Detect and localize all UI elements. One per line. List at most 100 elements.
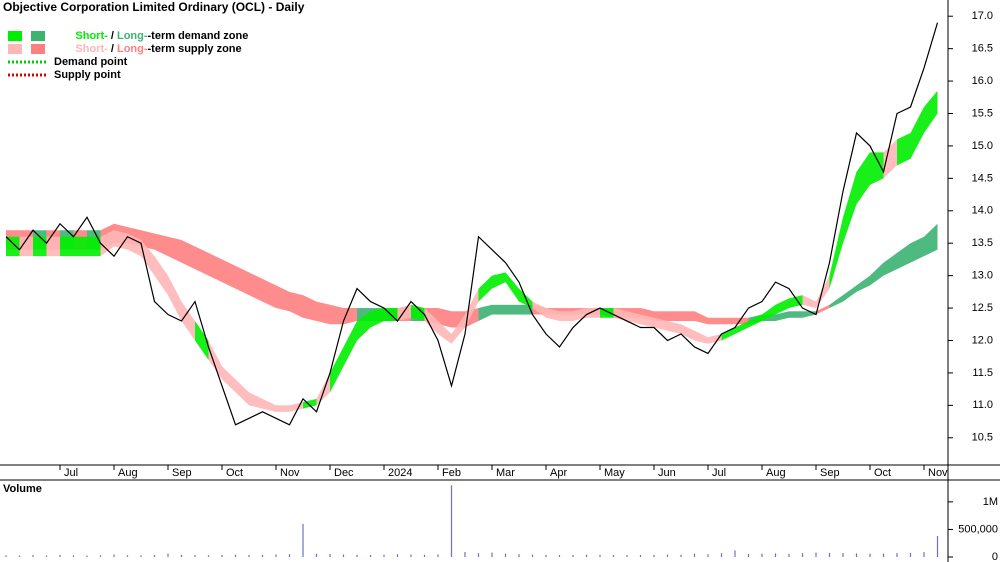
volume-bar <box>5 555 7 557</box>
volume-bar <box>666 554 669 557</box>
legend-part: Long- <box>117 43 148 55</box>
long-zone <box>924 223 938 257</box>
long-zone <box>168 236 182 263</box>
legend-label: Short- / Long--term supply zone <box>54 43 257 55</box>
long-zone <box>195 246 209 276</box>
legend: Short- / Long--term demand zone Short- /… <box>8 30 257 81</box>
short-zone <box>451 314 465 344</box>
volume-bar <box>126 555 129 557</box>
long-zone <box>222 259 236 289</box>
volume-bar <box>491 552 493 557</box>
short-zone <box>73 236 87 257</box>
volume-bar <box>869 553 871 557</box>
volume-bar <box>261 554 264 557</box>
y-tick-label: 13.0 <box>972 270 993 282</box>
volume-bar <box>923 552 925 557</box>
volume-bar <box>180 554 183 557</box>
volume-bar <box>342 554 345 557</box>
short-zone <box>654 317 668 331</box>
long-zone <box>883 252 897 276</box>
y-tick-label: 12.5 <box>972 302 993 314</box>
volume-bar <box>423 554 426 557</box>
short-zone <box>195 321 209 360</box>
volume-bar <box>572 554 574 557</box>
legend-part: Short- <box>75 43 108 55</box>
volume-bar <box>383 554 385 557</box>
y-tick-label: 16.5 <box>972 43 993 55</box>
short-zone <box>586 308 600 318</box>
volume-bar <box>936 536 939 557</box>
volume-bar <box>504 553 507 557</box>
volume-bar <box>882 553 885 557</box>
long-zone <box>897 243 911 270</box>
short-zone <box>789 295 803 309</box>
short-zone <box>276 405 290 412</box>
volume-bar <box>626 555 628 557</box>
short-zone <box>559 311 573 322</box>
volume-bar <box>32 555 34 557</box>
short-zone <box>208 340 222 380</box>
long-zone <box>478 304 492 322</box>
short-zone <box>370 308 384 328</box>
x-tick-label: Sep <box>172 467 192 479</box>
short-zone <box>357 311 371 341</box>
legend-label: Demand point <box>54 56 128 68</box>
short-zone <box>802 295 816 309</box>
long-zone <box>681 311 695 322</box>
volume-bar <box>612 555 615 557</box>
short-zone <box>708 333 722 344</box>
y-tick-label: 13.5 <box>972 237 993 249</box>
short-zone <box>127 233 141 257</box>
volume-bar <box>639 554 642 557</box>
x-tick-label: Oct <box>226 467 243 479</box>
y-tick-label: 14.0 <box>972 205 993 217</box>
short-zone <box>883 139 897 179</box>
x-tick-label: Jul <box>64 467 78 479</box>
long-zone <box>208 252 222 283</box>
volume-bar <box>248 555 250 557</box>
volume-bar <box>437 554 439 557</box>
x-tick-label: May <box>604 467 625 479</box>
volume-bar <box>855 553 858 557</box>
volume-bar <box>842 553 844 557</box>
short-zone <box>532 301 546 318</box>
volume-bar <box>59 554 61 557</box>
short-zone <box>168 275 182 322</box>
volume-bar <box>221 554 223 557</box>
long-zone <box>154 233 168 257</box>
short-zone <box>829 217 843 289</box>
short-zone <box>100 230 114 257</box>
long-zone <box>262 278 276 309</box>
y-tick-label: 16.0 <box>972 75 993 87</box>
y-tick-label: 0 <box>992 551 998 562</box>
short-zone <box>465 288 479 328</box>
long-zone <box>856 275 870 292</box>
volume-bar <box>356 554 358 557</box>
volume-bar <box>518 554 520 557</box>
y-tick-label: 500,000 <box>958 523 998 535</box>
volume-bar <box>734 550 736 557</box>
short-zone <box>681 324 695 341</box>
short-zone <box>478 275 492 302</box>
volume-bar <box>747 553 750 557</box>
volume-bar <box>707 554 709 557</box>
volume-bar <box>774 553 777 557</box>
short-zone <box>762 304 776 322</box>
volume-bar <box>72 555 75 557</box>
short-zone <box>600 308 614 318</box>
legend-part: Short- <box>75 30 108 42</box>
short-zone <box>505 272 519 302</box>
legend-swatch <box>31 44 45 54</box>
legend-part: / <box>108 43 117 55</box>
volume-bar <box>396 554 399 557</box>
short-zone <box>411 304 425 322</box>
legend-part: Long- <box>117 30 148 42</box>
volume-bar <box>167 553 169 557</box>
x-tick-label: 2024 <box>388 467 412 479</box>
short-zone <box>330 346 344 393</box>
short-zone <box>735 321 749 334</box>
legend-swatch <box>31 31 45 41</box>
volume-bar <box>788 553 790 557</box>
volume-bar <box>99 555 102 557</box>
long-zone <box>492 304 506 315</box>
